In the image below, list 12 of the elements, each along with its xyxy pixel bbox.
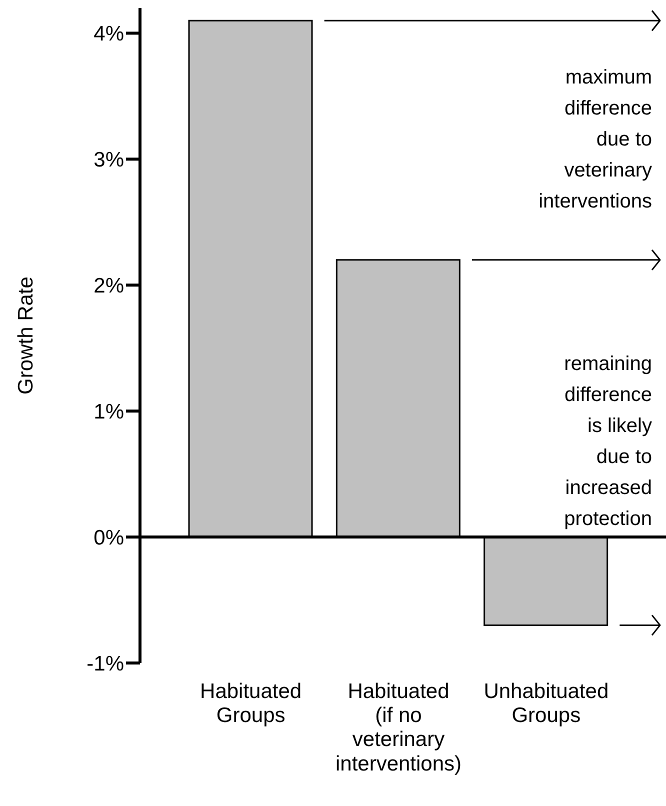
annotation: remaining difference is likely due to increased protection <box>564 353 652 530</box>
y-tick-label: 1% <box>94 400 124 424</box>
y-axis-title: Growth Rate <box>14 276 38 394</box>
y-tick-label: 4% <box>94 22 124 46</box>
y-tick-label: 3% <box>94 148 124 172</box>
x-tick-label: Habituated Groups <box>200 680 302 728</box>
annotation: maximum difference due to veterinary interventions <box>538 66 652 213</box>
y-tick-label: 2% <box>94 274 124 298</box>
x-tick-label: Unhabituated Groups <box>484 680 609 728</box>
y-tick-label: 0% <box>94 526 124 550</box>
y-tick-label: -1% <box>86 652 124 676</box>
x-tick-label: Habituated (if no veterinary interventions) <box>335 680 462 776</box>
